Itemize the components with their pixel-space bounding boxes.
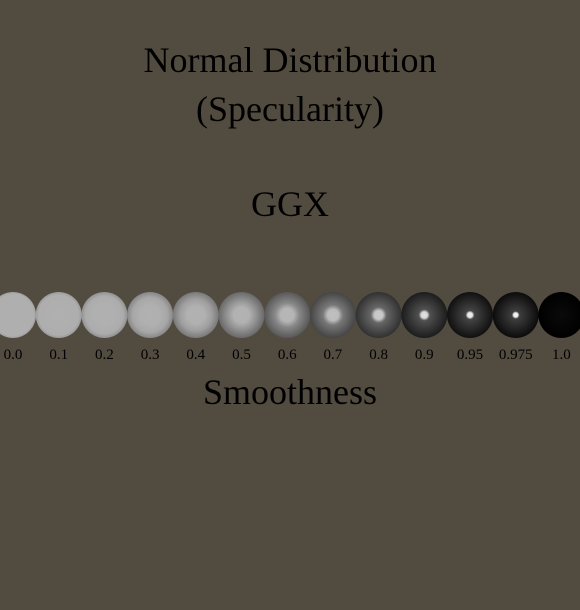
sphere-0.5 [218, 292, 265, 338]
sphere-0.975 [492, 292, 539, 338]
title-line-2: (Specularity) [196, 89, 384, 129]
tick-label: 0.4 [186, 347, 206, 363]
sphere-0.4 [172, 292, 219, 338]
tick-label: 0.0 [3, 347, 23, 363]
sphere-0.2 [81, 292, 128, 338]
tick-label: 0.95 [456, 347, 484, 363]
tick-label: 0.3 [140, 347, 160, 363]
tick-label: 0.5 [232, 347, 251, 363]
tick-label: 0.8 [369, 347, 388, 363]
axis-label: Smoothness [202, 372, 378, 412]
sphere-0.0 [0, 292, 36, 338]
sphere-0.3 [127, 292, 174, 338]
sphere-0.6 [264, 292, 311, 338]
sphere-0.8 [355, 292, 402, 338]
sphere-0.95 [447, 292, 493, 338]
tick-label: 1.0 [552, 347, 571, 363]
title-line-1: Normal Distribution [143, 40, 437, 80]
tick-label: 0.975 [498, 347, 533, 363]
tick-label: 0.7 [323, 347, 343, 363]
sphere-0.7 [309, 292, 356, 338]
sphere-0.9 [401, 292, 448, 338]
tick-label: 0.9 [414, 347, 434, 363]
sphere-1.0 [538, 292, 580, 338]
sphere-0.1 [35, 292, 82, 338]
tick-label: 0.6 [277, 347, 297, 363]
tick-labels: 0.0 0.1 0.2 0.3 0.4 0.5 0.6 0.7 0.8 0.9 0.95 0.975 1… [0, 346, 580, 364]
tick-label: 0.2 [95, 347, 114, 363]
tick-label: 0.1 [49, 347, 69, 363]
subtitle: GGX [251, 184, 329, 224]
sphere-row [0, 292, 580, 338]
